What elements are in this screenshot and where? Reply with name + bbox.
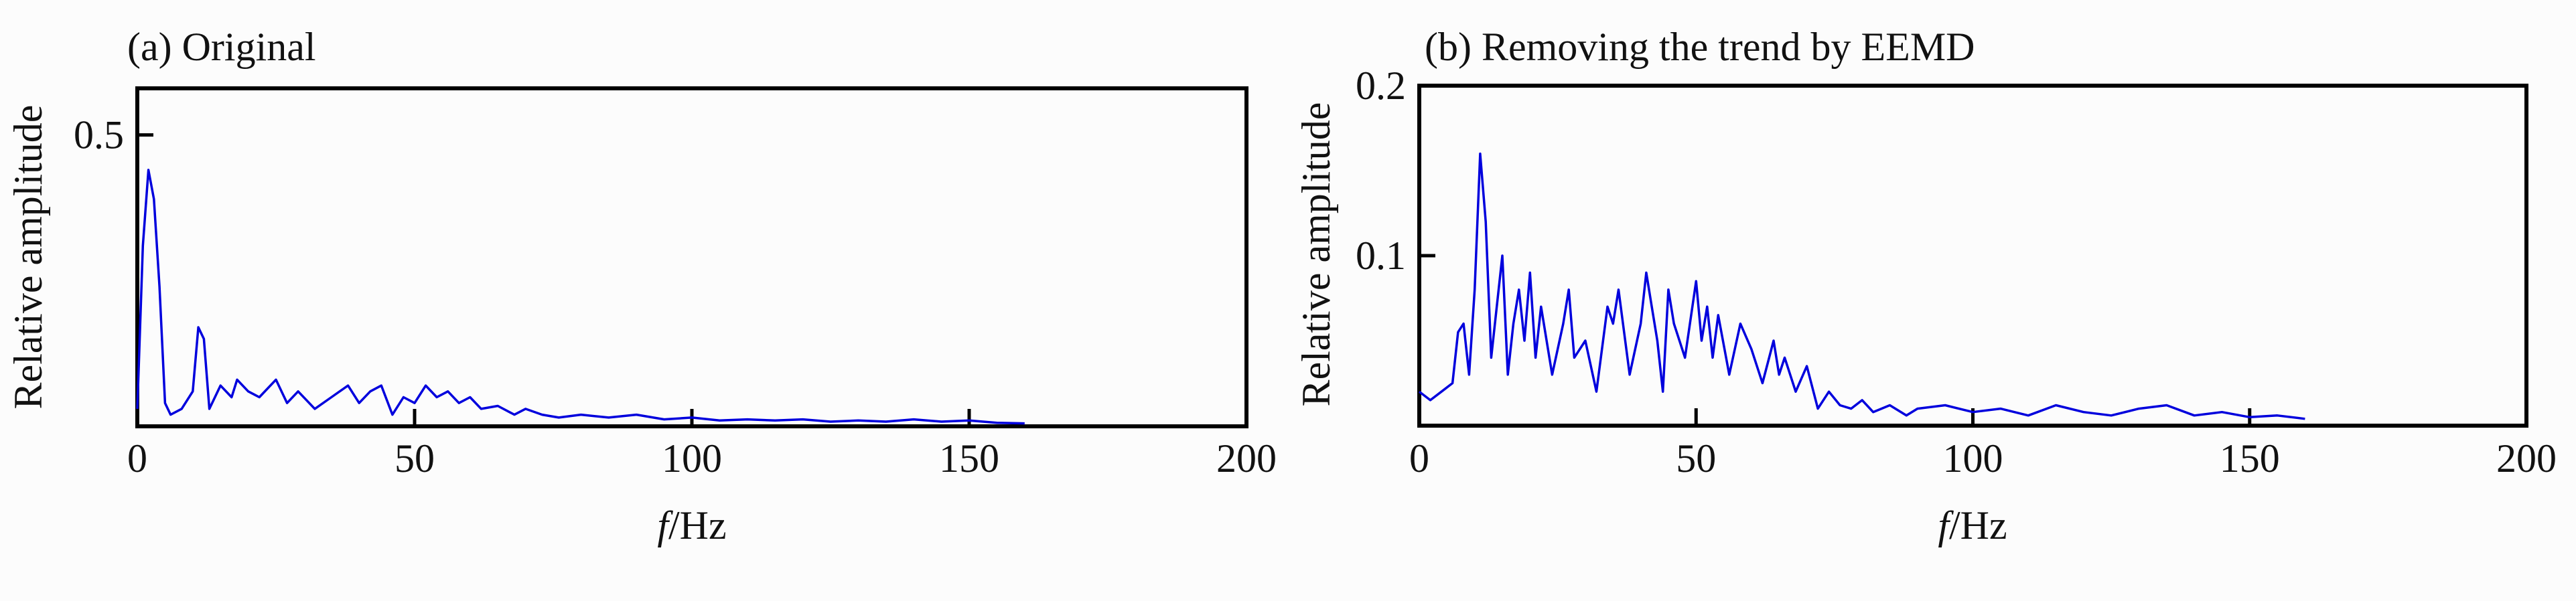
panel-a-plot-frame	[135, 86, 1248, 428]
panel-b-x-tick-label: 0	[1409, 436, 1429, 481]
panel-b-x-tick-label: 150	[2220, 436, 2280, 481]
panel-a: (a) Original Relative amplitude f/Hz 0 50…	[6, 25, 1277, 547]
panel-b-title: (b) Removing the trend by EEMD	[1425, 25, 1975, 69]
panel-b-x-tick-label: 50	[1676, 436, 1716, 481]
panel-a-x-tick-label: 100	[662, 436, 722, 481]
panel-a-x-axis-label: f/Hz	[657, 503, 726, 547]
panel-a-x-tick-label: 150	[939, 436, 999, 481]
panel-b-x-axis-label: f/Hz	[1938, 503, 2007, 547]
panel-a-y-axis-label: Relative amplitude	[6, 105, 50, 410]
panel-a-series-line	[136, 169, 1025, 425]
panel-a-x-tick-label: 0	[127, 436, 147, 481]
panel-b-y-axis-label: Relative amplitude	[1294, 102, 1338, 407]
panel-b-y-tick-label: 0.1	[1356, 234, 1406, 278]
panel-a-x-tick-label: 50	[395, 436, 435, 481]
panel-a-title: (a) Original	[127, 25, 316, 69]
panel-b-y-tick-label: 0.2	[1356, 64, 1406, 108]
panel-a-x-tick-label: 200	[1216, 436, 1277, 481]
panel-b-x-tick-label: 200	[2496, 436, 2557, 481]
panel-b-x-tick-label: 100	[1943, 436, 2003, 481]
panel-b: (b) Removing the trend by EEMD Relative …	[1294, 25, 2557, 547]
panel-b-plot-frame	[1417, 84, 2528, 428]
panel-a-y-tick-label: 0.5	[74, 113, 124, 157]
panel-b-series-line	[1418, 152, 2305, 420]
